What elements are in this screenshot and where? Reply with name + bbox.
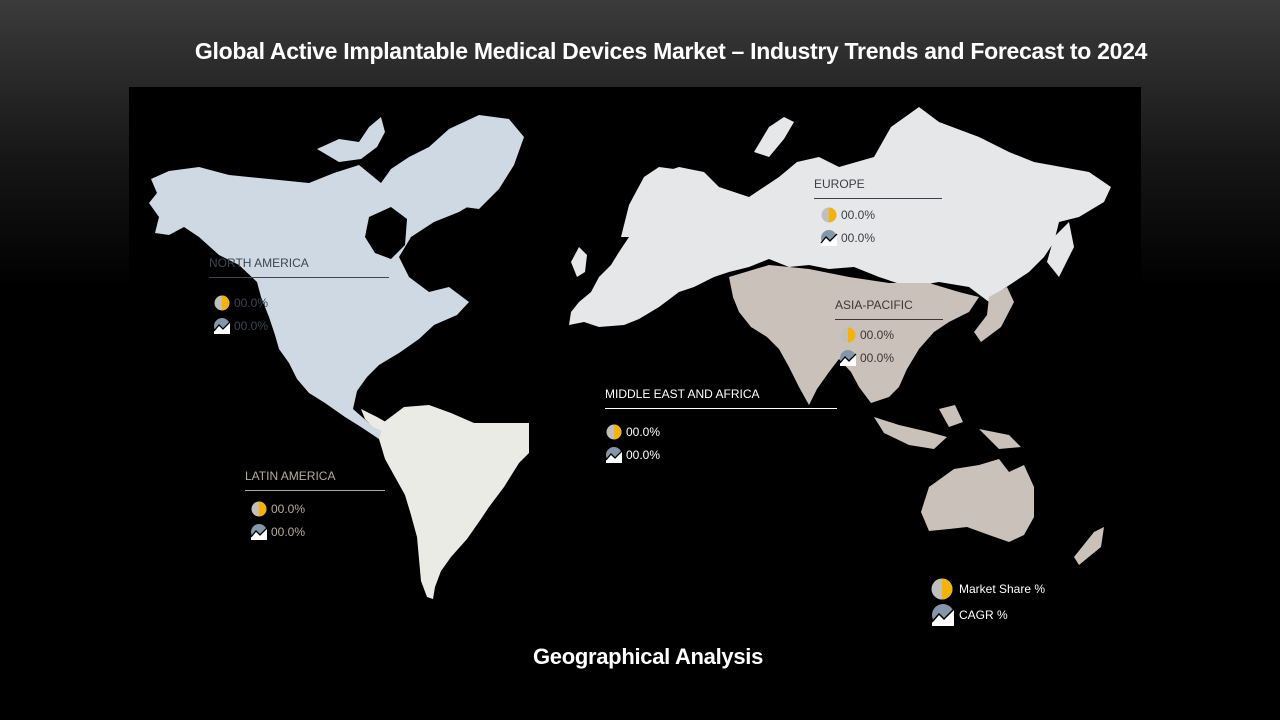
trend-line-icon <box>250 524 268 540</box>
region-name: LATIN AMERICA <box>245 469 336 483</box>
pie-chart-icon <box>251 501 267 517</box>
north-america-cagr: 00.0% <box>213 317 268 335</box>
market-share-value: 00.0% <box>860 328 895 342</box>
region-name: NORTH AMERICA <box>209 256 309 270</box>
pie-chart-icon <box>214 295 230 311</box>
slide-title: Global Active Implantable Medical Device… <box>194 38 1148 64</box>
region-underline <box>814 198 942 199</box>
cagr-value: 00.0% <box>626 448 661 462</box>
legend-cagr-label: CAGR % <box>959 608 1008 622</box>
europe-market-share: 00.0% <box>820 206 875 224</box>
latin-america-cagr: 00.0% <box>250 523 305 541</box>
hudson-bay-gap <box>365 207 407 259</box>
region-underline <box>835 319 943 320</box>
cagr-value: 00.0% <box>860 351 895 365</box>
world-map <box>149 107 1111 599</box>
region-north-america: NORTH AMERICA <box>209 256 389 278</box>
trend-line-icon <box>213 318 231 334</box>
market-share-value: 00.0% <box>841 208 876 222</box>
region-underline <box>209 277 389 278</box>
north-america-landmass <box>149 147 481 449</box>
region-asia-pacific: ASIA-PACIFIC <box>835 298 943 320</box>
australia-landmass <box>921 459 1034 542</box>
legend-cagr: CAGR % <box>930 603 1008 627</box>
pie-chart-icon <box>821 207 837 223</box>
japan-landmass <box>974 287 1014 342</box>
latin-america-landmass <box>379 405 529 599</box>
kamchatka-landmass <box>1047 222 1074 277</box>
uk-landmass <box>571 247 587 277</box>
pie-chart-icon <box>606 424 622 440</box>
latin-america-market-share: 00.0% <box>250 500 305 518</box>
greenland-landmass <box>429 115 524 209</box>
legend-market-share: Market Share % <box>930 577 1045 601</box>
north-america-market-share: 00.0% <box>213 294 268 312</box>
trend-line-icon <box>839 350 857 366</box>
central-america-landmass <box>361 409 391 433</box>
cagr-value: 00.0% <box>234 319 269 333</box>
europe-landmass <box>569 107 1111 327</box>
arctic-islands <box>317 117 385 162</box>
asia-pacific-market-share: 00.0% <box>839 326 894 344</box>
cagr-value: 00.0% <box>841 231 876 245</box>
legend-market-share-label: Market Share % <box>959 582 1046 596</box>
scandinavia-landmass <box>621 167 674 237</box>
pie-chart-icon <box>931 578 953 600</box>
arctic-russia-islands <box>754 117 794 157</box>
middle-east-africa-market-share: 00.0% <box>605 423 660 441</box>
market-share-value: 00.0% <box>271 502 306 516</box>
region-middle-east-africa: MIDDLE EAST AND AFRICA <box>605 387 837 409</box>
trend-line-icon <box>820 230 838 246</box>
new-zealand-landmass <box>1074 527 1104 565</box>
world-map-panel <box>129 87 1141 622</box>
slide-footer: Geographical Analysis <box>532 644 764 669</box>
region-europe: EUROPE <box>814 177 942 199</box>
cagr-value: 00.0% <box>271 525 306 539</box>
region-underline <box>605 408 837 409</box>
region-latin-america: LATIN AMERICA <box>245 469 385 491</box>
pie-chart-icon <box>840 327 856 343</box>
region-name: MIDDLE EAST AND AFRICA <box>605 387 760 401</box>
europe-cagr: 00.0% <box>820 229 875 247</box>
market-share-value: 00.0% <box>626 425 661 439</box>
market-share-value: 00.0% <box>234 296 269 310</box>
region-name: EUROPE <box>814 177 865 191</box>
trend-line-icon <box>931 604 955 626</box>
region-name: ASIA-PACIFIC <box>835 298 913 312</box>
region-underline <box>245 490 385 491</box>
trend-line-icon <box>605 447 623 463</box>
southeast-asia-islands <box>874 405 1021 449</box>
asia-pacific-cagr: 00.0% <box>839 349 894 367</box>
middle-east-africa-cagr: 00.0% <box>605 446 660 464</box>
